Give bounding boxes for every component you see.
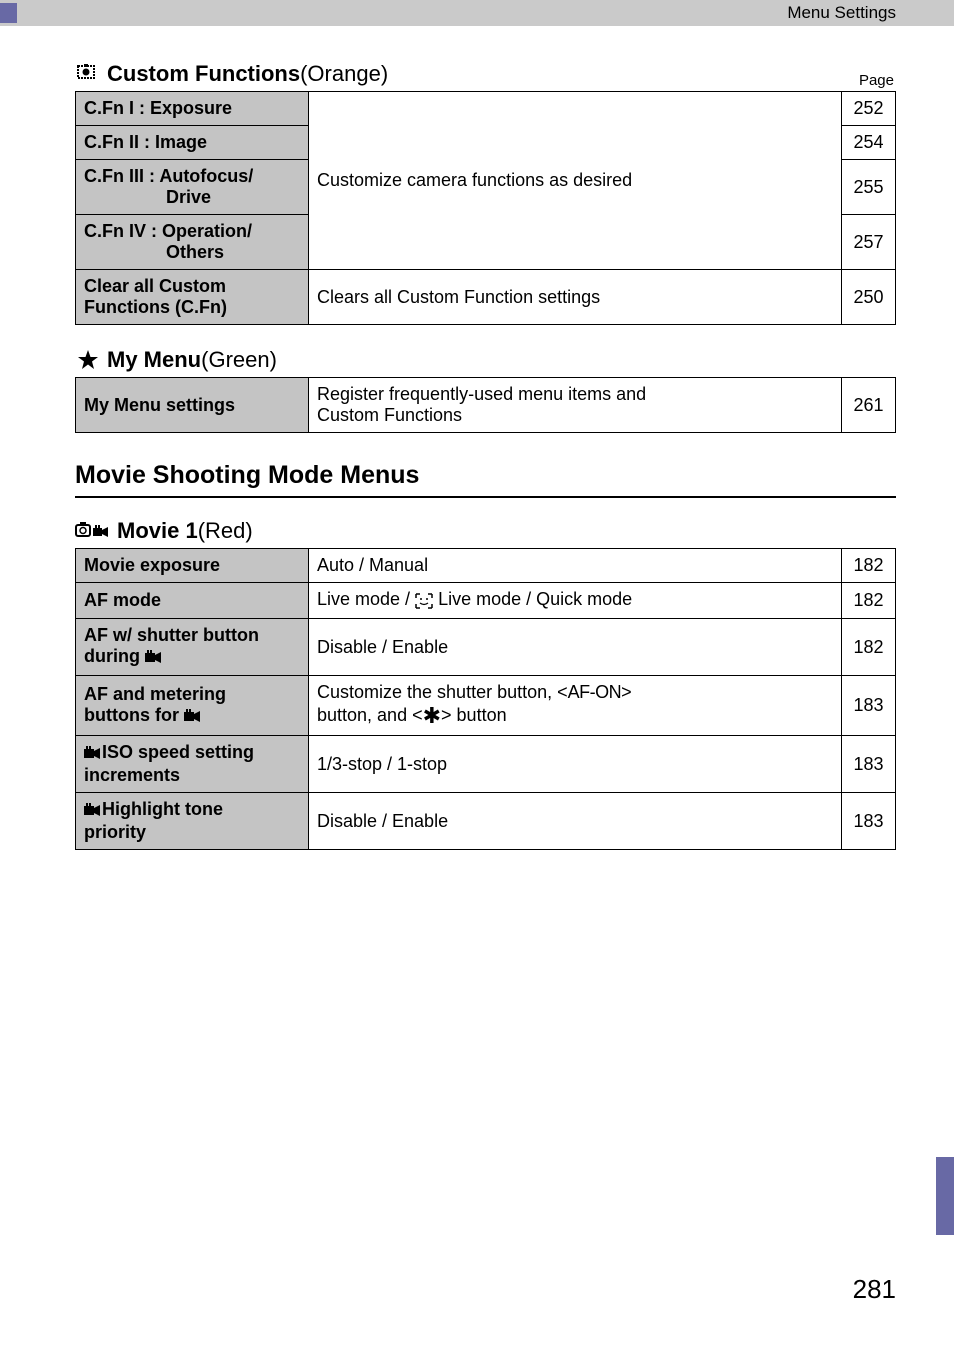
clear-custom-label: Clear all Custom Functions (C.Fn)	[76, 270, 309, 325]
af-metering-label: AF and metering buttons for	[76, 676, 309, 736]
side-tab	[936, 1157, 954, 1235]
my-menu-settings-label: My Menu settings	[76, 378, 309, 433]
cfn4-page: 257	[842, 215, 896, 270]
afmode-desc-post: Live mode / Quick mode	[433, 589, 632, 609]
iso-label-text: ISO speed setting	[102, 742, 254, 762]
cfn3-label-sub: Drive	[84, 187, 211, 207]
table-row: Highlight tone priority Disable / Enable…	[76, 793, 896, 850]
afm-desc-bot-pre: button, and <	[317, 705, 423, 725]
afm-desc-bot-post: > button	[441, 705, 507, 725]
cfn4-label-sub: Others	[84, 242, 224, 262]
clear-custom-desc: Clears all Custom Function settings	[309, 270, 842, 325]
af-shutter-desc: Disable / Enable	[309, 619, 842, 676]
iso-desc: 1/3-stop / 1-stop	[309, 736, 842, 793]
af-shutter-page: 182	[842, 619, 896, 676]
iso-label-bot: increments	[84, 765, 180, 785]
table-row: Movie exposure Auto / Manual 182	[76, 549, 896, 583]
table-row: C.Fn I : Exposure Customize camera funct…	[76, 92, 896, 126]
cfn-shared-desc: Customize camera functions as desired	[309, 92, 842, 270]
movie-exposure-desc: Auto / Manual	[309, 549, 842, 583]
clear-custom-label-top: Clear all Custom	[84, 276, 226, 296]
movie-small-icon	[184, 707, 202, 728]
movie-mode-heading: Movie Shooting Mode Menus	[75, 461, 896, 498]
cfn3-label-top: C.Fn III : Autofocus/	[84, 166, 253, 186]
movie1-label: Movie 1	[117, 518, 198, 544]
table-row: AF mode Live mode / Live mode / Quick mo…	[76, 583, 896, 619]
af-mode-page: 182	[842, 583, 896, 619]
afm-desc-top-pre: Customize the shutter button, <	[317, 682, 568, 702]
custom-functions-table: C.Fn I : Exposure Customize camera funct…	[75, 91, 896, 325]
my-menu-settings-desc: Register frequently-used menu items and …	[309, 378, 842, 433]
my-menu-label: My Menu	[107, 347, 201, 373]
header-bar: Menu Settings	[0, 0, 954, 26]
table-row: AF and metering buttons for Customize th…	[76, 676, 896, 736]
page-content: Custom Functions (Orange) Page C.Fn I : …	[0, 26, 954, 850]
star-icon	[75, 349, 101, 371]
movie-exposure-page: 182	[842, 549, 896, 583]
cfn1-page: 252	[842, 92, 896, 126]
highlight-label: Highlight tone priority	[76, 793, 309, 850]
cfn3-label: C.Fn III : Autofocus/ Drive	[76, 160, 309, 215]
afm-desc-top-post: >	[621, 682, 632, 702]
movie1-table: Movie exposure Auto / Manual 182 AF mode…	[75, 548, 896, 850]
my-menu-desc-top: Register frequently-used menu items and	[317, 384, 646, 404]
clear-custom-page: 250	[842, 270, 896, 325]
af-metering-bot-pre: buttons for	[84, 705, 184, 725]
custom-functions-title-row: Custom Functions (Orange) Page	[75, 61, 896, 91]
custom-functions-paren: (Orange)	[300, 61, 388, 87]
cfn2-page: 254	[842, 126, 896, 160]
highlight-label-text: Highlight tone	[102, 799, 223, 819]
camera-movie-icon	[75, 520, 111, 542]
movie-small-icon	[84, 801, 102, 822]
cfn4-label-top: C.Fn IV : Operation/	[84, 221, 252, 241]
movie-small-icon	[84, 744, 102, 765]
af-metering-page: 183	[842, 676, 896, 736]
movie1-title: Movie 1 (Red)	[75, 518, 896, 544]
clear-custom-label-bot: Functions (C.Fn)	[84, 297, 227, 317]
header-left-tab	[0, 3, 17, 23]
cfn4-label: C.Fn IV : Operation/ Others	[76, 215, 309, 270]
movie-exposure-label: Movie exposure	[76, 549, 309, 583]
cfn1-label: C.Fn I : Exposure	[76, 92, 309, 126]
custom-functions-title: Custom Functions (Orange)	[75, 61, 388, 87]
custom-functions-icon	[75, 63, 101, 85]
cfn2-label: C.Fn II : Image	[76, 126, 309, 160]
page-number: 281	[853, 1274, 896, 1305]
my-menu-page: 261	[842, 378, 896, 433]
afmode-desc-pre: Live mode /	[317, 589, 415, 609]
table-row: My Menu settings Register frequently-use…	[76, 378, 896, 433]
table-row: Clear all Custom Functions (C.Fn) Clears…	[76, 270, 896, 325]
af-metering-top: AF and metering	[84, 684, 226, 704]
page-label: Page	[859, 72, 896, 89]
cfn3-page: 255	[842, 160, 896, 215]
header-right-text: Menu Settings	[787, 3, 896, 23]
highlight-label-bot: priority	[84, 822, 146, 842]
af-shutter-label: AF w/ shutter button during	[76, 619, 309, 676]
af-mode-desc: Live mode / Live mode / Quick mode	[309, 583, 842, 619]
table-row: AF w/ shutter button during Disable / En…	[76, 619, 896, 676]
af-on-text: AF-ON	[568, 682, 622, 702]
highlight-page: 183	[842, 793, 896, 850]
star-button-icon: ✱	[423, 703, 441, 728]
my-menu-table: My Menu settings Register frequently-use…	[75, 377, 896, 433]
my-menu-desc-bot: Custom Functions	[317, 405, 462, 425]
iso-label: ISO speed setting increments	[76, 736, 309, 793]
movie1-paren: (Red)	[198, 518, 253, 544]
af-metering-desc: Customize the shutter button, <AF-ON> bu…	[309, 676, 842, 736]
af-shutter-bot-pre: during	[84, 646, 145, 666]
af-mode-label: AF mode	[76, 583, 309, 619]
table-row: ISO speed setting increments 1/3-stop / …	[76, 736, 896, 793]
af-shutter-top: AF w/ shutter button	[84, 625, 259, 645]
movie-small-icon	[145, 648, 163, 669]
iso-page: 183	[842, 736, 896, 793]
custom-functions-label: Custom Functions	[107, 61, 300, 87]
face-detect-icon	[415, 591, 433, 612]
highlight-desc: Disable / Enable	[309, 793, 842, 850]
my-menu-paren: (Green)	[201, 347, 277, 373]
my-menu-title: My Menu (Green)	[75, 347, 896, 373]
